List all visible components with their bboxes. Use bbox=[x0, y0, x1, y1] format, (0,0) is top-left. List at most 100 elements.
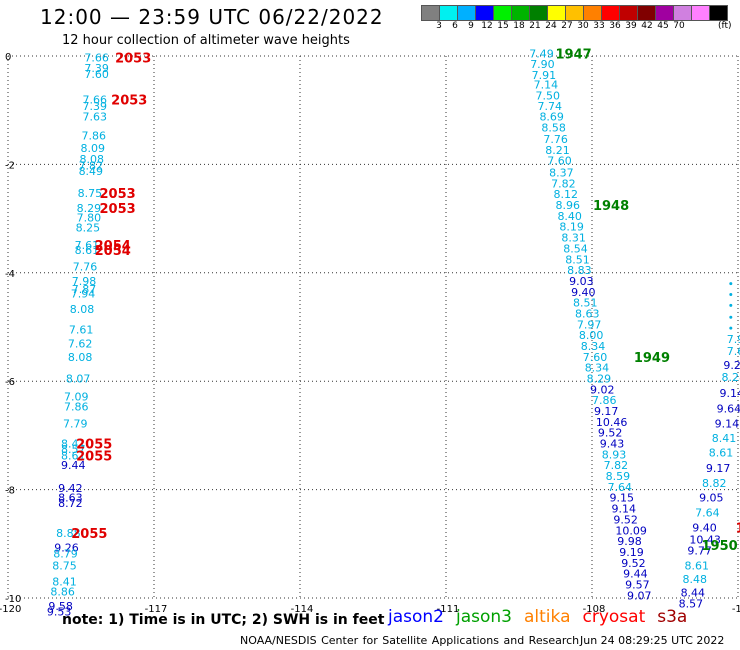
data-label: 7.86 bbox=[592, 394, 617, 407]
data-point bbox=[729, 303, 733, 307]
y-tick-label: -2 bbox=[5, 160, 15, 171]
color-scale-labels: 3 6 9 12 15 18 21 24 27 30 33 36 39 42 45 70 bbox=[422, 21, 740, 35]
time-label: 2055 bbox=[76, 449, 112, 464]
data-label: 9.26 bbox=[54, 542, 79, 555]
data-label: 8.61 bbox=[61, 449, 85, 462]
color-scale-tick: 9 bbox=[468, 21, 474, 31]
data-label: 8.83 bbox=[567, 264, 592, 277]
time-label: 2053 bbox=[115, 52, 151, 67]
color-scale-tick: 30 bbox=[577, 21, 589, 31]
data-label: 7.50 bbox=[536, 90, 561, 103]
data-label: 8.49 bbox=[79, 165, 104, 178]
data-label: 9.15 bbox=[610, 492, 635, 505]
data-label: 7.63 bbox=[82, 111, 107, 124]
data-label: 8.12 bbox=[554, 188, 579, 201]
legend-entry: altika bbox=[524, 607, 571, 627]
data-label: 9.40 bbox=[692, 522, 717, 535]
data-label: 8.69 bbox=[539, 111, 564, 124]
data-label: 8.72 bbox=[58, 497, 82, 510]
chart-title: 12:00 — 23:59 UTC 06/22/2022 bbox=[40, 5, 384, 29]
data-label: 8.44 bbox=[681, 587, 706, 600]
data-label: 8.00 bbox=[579, 329, 604, 342]
data-label: 8.40 bbox=[557, 210, 582, 223]
x-tick-label: -117 bbox=[145, 604, 168, 615]
data-label: 9.17 bbox=[594, 405, 619, 418]
data-label: 7.64 bbox=[608, 481, 633, 494]
y-tick-label: -10 bbox=[5, 594, 21, 605]
data-label: 8.08 bbox=[70, 303, 95, 316]
color-scale-bar bbox=[421, 5, 728, 21]
legend-entry: cryosat bbox=[582, 607, 646, 627]
data-label: 8.37 bbox=[549, 167, 574, 180]
data-label: 9.44 bbox=[623, 568, 648, 581]
data-label: 9.14 bbox=[720, 387, 740, 400]
data-label: 7.86 bbox=[64, 401, 89, 414]
data-label: 8.63 bbox=[58, 492, 82, 505]
data-label: 8.79 bbox=[53, 548, 77, 561]
chart-subtitle: 12 hour collection of altimeter wave hei… bbox=[62, 33, 350, 48]
data-label: 9.40 bbox=[571, 286, 596, 299]
color-scale-tick: 6 bbox=[452, 21, 458, 31]
color-scale-tick: 18 bbox=[513, 21, 525, 31]
data-label: 9.64 bbox=[717, 402, 740, 415]
data-label: 8.19 bbox=[559, 221, 584, 234]
data-label: 8.08 bbox=[80, 153, 105, 166]
data-label: 7.74 bbox=[537, 100, 562, 113]
legend-entry: s3a bbox=[657, 607, 688, 627]
data-label: 7.82 bbox=[551, 177, 576, 190]
data-label: 10.46 bbox=[596, 416, 628, 429]
data-label: 7.39 bbox=[84, 62, 109, 75]
data-label: 7.60 bbox=[547, 155, 572, 168]
x-tick-label: -120 bbox=[0, 604, 21, 615]
data-label: 7.79 bbox=[63, 417, 88, 430]
time-label: 18 bbox=[736, 522, 740, 537]
data-label: 7.90 bbox=[530, 58, 555, 71]
data-label: 7.66 bbox=[84, 52, 109, 65]
color-scale-tick: 15 bbox=[497, 21, 509, 31]
color-scale-tick: 33 bbox=[593, 21, 605, 31]
data-label: 7.60 bbox=[84, 68, 109, 81]
time-label: 1948 bbox=[593, 199, 629, 214]
data-label: 7.61 bbox=[75, 239, 100, 252]
data-label: 9.07 bbox=[627, 589, 652, 602]
data-label: 8.41 bbox=[712, 432, 737, 445]
data-label: 8.54 bbox=[563, 242, 588, 255]
data-label: 7.49 bbox=[529, 47, 554, 60]
chart-note: note: 1) Time is in UTC; 2) SWH is in fe… bbox=[62, 612, 385, 628]
data-label: 7.94 bbox=[71, 287, 96, 300]
data-label: 8.28 bbox=[721, 371, 740, 384]
data-label: 9.98 bbox=[617, 535, 642, 548]
data-label: 7.76 bbox=[543, 133, 568, 146]
data-label: 8.34 bbox=[581, 340, 606, 353]
data-label: 8.07 bbox=[66, 372, 91, 385]
data-label: 9.14 bbox=[715, 417, 740, 430]
data-label: 7.66 bbox=[82, 93, 107, 106]
color-scale-tick: 12 bbox=[481, 21, 493, 31]
color-scale-unit: (ft) bbox=[718, 21, 732, 31]
data-label: 8.41 bbox=[52, 576, 77, 589]
data-label: 7.64 bbox=[695, 506, 720, 519]
data-point bbox=[729, 315, 733, 319]
color-scale-tick: 39 bbox=[625, 21, 637, 31]
data-label: 7.14 bbox=[534, 79, 559, 92]
x-tick-label: -111 bbox=[437, 604, 460, 615]
data-label: 8.93 bbox=[602, 448, 627, 461]
color-scale-tick: 45 bbox=[657, 21, 669, 31]
data-label: 7.91 bbox=[532, 69, 557, 82]
data-label: 9.52 bbox=[613, 513, 638, 526]
data-label: 8.75 bbox=[52, 559, 77, 572]
data-label: 9.58 bbox=[48, 600, 73, 613]
data-label: 9.03 bbox=[569, 275, 594, 288]
data-label: 8.57 bbox=[679, 597, 704, 610]
data-label: 9.53 bbox=[47, 606, 72, 619]
time-label: 1947 bbox=[556, 47, 592, 62]
data-label: 7.82 bbox=[79, 159, 104, 172]
data-label: 8.21 bbox=[545, 144, 570, 157]
data-label: 7.6 bbox=[727, 345, 740, 358]
data-label: 7.80 bbox=[77, 212, 102, 225]
color-scale-tick: 21 bbox=[529, 21, 541, 31]
data-label: 8.31 bbox=[561, 232, 586, 245]
data-label: 8.75 bbox=[78, 187, 103, 200]
